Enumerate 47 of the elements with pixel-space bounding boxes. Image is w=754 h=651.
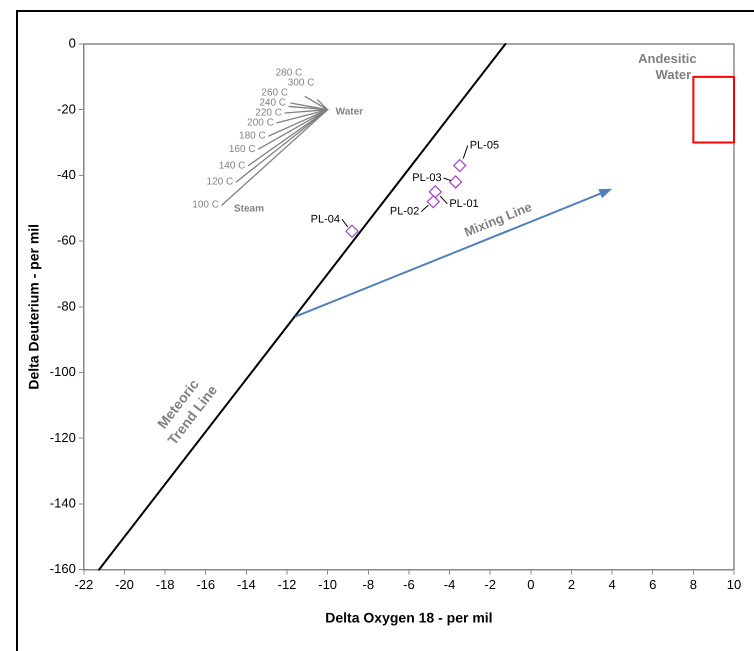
x-tick-label: -4 [444, 576, 456, 592]
x-tick-label: 10 [726, 576, 742, 592]
x-axis-title: Delta Oxygen 18 - per mil [325, 609, 493, 626]
x-tick-label: -18 [156, 576, 174, 592]
series-label: Andesitic Water [638, 50, 697, 82]
x-tick-label: 8 [690, 576, 697, 592]
series-label: 180 C [239, 130, 266, 142]
x-tick-label: 4 [608, 576, 616, 592]
series-label: 280 C [276, 68, 302, 79]
annotation: Steam [234, 204, 264, 215]
series-label: 240 C [259, 98, 286, 109]
y-tick-label: -160 [50, 561, 76, 576]
x-tick-label: 2 [568, 576, 576, 592]
series-label: 140 C [218, 160, 246, 172]
y-tick-label: -20 [57, 101, 76, 116]
y-tick-label: -140 [50, 495, 76, 510]
annotation: Water [336, 106, 364, 118]
x-tick-label: 6 [649, 576, 656, 592]
x-tick-label: -16 [196, 576, 216, 592]
annotation: PL-02 [390, 206, 420, 218]
x-tick-label: -8 [362, 576, 374, 592]
x-tick-label: -10 [318, 576, 338, 592]
y-tick-label: -120 [50, 430, 76, 445]
x-tick-label: -2 [484, 576, 496, 592]
series-label: 300 C [288, 78, 314, 89]
x-tick-label: -14 [236, 576, 256, 592]
series-label: 100 C [192, 200, 219, 211]
x-tick-label: -12 [278, 576, 296, 592]
series-label: 220 C [255, 108, 282, 119]
y-axis-title: Delta Deuterium - per mil [25, 224, 42, 390]
series-label: 260 C [261, 88, 288, 99]
y-tick-label: 0 [68, 36, 76, 51]
x-tick-label: -22 [74, 576, 94, 592]
series-label: 120 C [206, 176, 234, 188]
y-tick-label: -60 [57, 232, 76, 248]
y-tick-label: -100 [50, 364, 76, 380]
series-label: 160 C [228, 144, 256, 155]
annotation: PL-01 [449, 198, 479, 210]
x-tick-label: 0 [527, 576, 534, 592]
x-tick-label: -20 [115, 576, 134, 592]
y-tick-label: -40 [57, 166, 76, 182]
annotation: PL-05 [470, 140, 500, 152]
x-tick-label: -6 [403, 576, 415, 592]
annotation: PL-03 [412, 172, 442, 184]
y-tick-label: -80 [57, 298, 76, 314]
annotation: PL-04 [310, 213, 340, 226]
series-label: 200 C [247, 118, 274, 129]
